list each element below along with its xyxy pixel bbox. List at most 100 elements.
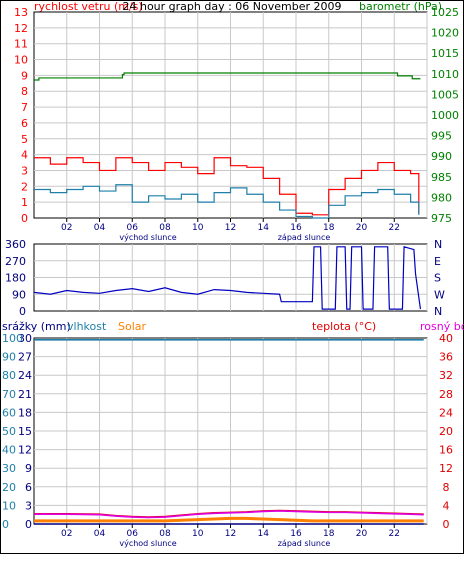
grid-3 — [34, 338, 428, 524]
grid-1 — [34, 12, 428, 218]
sunrise-label-1: východ slunce — [119, 233, 176, 242]
temperature-tick-label: 32 — [439, 369, 453, 382]
humidity-ticks: 0 10 20 30 40 50 60 70 80 90 100 — [2, 332, 23, 531]
temperature-tick-label: 4 — [443, 499, 450, 512]
wind-pressure-panel: rychlost vetru (m/s) 24 hour graph day :… — [14, 0, 459, 242]
x-tick-label: 06 — [127, 529, 139, 539]
rain-tick-label: 30 — [18, 332, 32, 345]
average-series-line — [34, 184, 420, 219]
temperature-humidity-panel: srážky (mm) vlhkost Solar teplota (°C) r… — [2, 320, 464, 548]
x-tick-label: 12 — [225, 529, 236, 539]
x-tick-label: 14 — [258, 529, 270, 539]
rain-tick-label: 24 — [18, 369, 32, 382]
direction-degree-label: 360 — [5, 238, 26, 251]
wind-speed-tick-label: 5 — [21, 133, 28, 146]
x-tick-label: 08 — [159, 529, 171, 539]
temperature-tick-label: 40 — [439, 332, 453, 345]
direction-degree-label: 90 — [12, 288, 26, 301]
wind-speed-tick-label: 4 — [21, 149, 28, 162]
solar-series-line — [34, 516, 424, 523]
series-2 — [33, 246, 422, 310]
direction-degree-ticks: 0 90 180 270 360 — [5, 238, 26, 318]
humidity-axis-title: vlhkost — [67, 320, 107, 333]
x-tick-label: 14 — [258, 223, 270, 233]
wind-speed-tick-label: 6 — [21, 117, 28, 130]
temperature-tick-label: 12 — [439, 462, 453, 475]
x-tick-label: 20 — [356, 529, 368, 539]
humidity-tick-label: 60 — [2, 406, 16, 419]
temperature-tick-label: 20 — [439, 425, 453, 438]
sunrise-label-3: východ slunce — [119, 539, 176, 548]
humidity-tick-label: 90 — [2, 351, 16, 364]
chart-title: 24 hour graph day : 06 November 2009 — [122, 0, 341, 13]
rain-ticks: 0 3 6 9 12 15 18 21 24 27 30 — [18, 332, 32, 531]
pressure-series-line — [34, 72, 421, 81]
wind-speed-tick-label: 2 — [21, 180, 28, 193]
pressure-tick-label: 1005 — [431, 88, 459, 101]
series-1 — [34, 72, 421, 219]
wind-speed-tick-label: 11 — [14, 38, 28, 51]
wind-speed-tick-label: 9 — [21, 69, 28, 82]
wind-direction-series-line — [33, 246, 422, 310]
sunset-label-1: západ slunce — [278, 233, 331, 242]
direction-degree-label: 180 — [5, 272, 26, 285]
x-tick-label: 22 — [389, 529, 400, 539]
grid-2 — [34, 244, 428, 311]
pressure-tick-label: 995 — [431, 130, 452, 143]
humidity-tick-label: 0 — [2, 518, 9, 531]
rain-tick-label: 6 — [25, 481, 32, 494]
wind-speed-tick-label: 7 — [21, 101, 28, 114]
direction-degree-label: 270 — [5, 255, 26, 268]
temperature-tick-label: 28 — [439, 388, 453, 401]
rain-tick-label: 9 — [25, 462, 32, 475]
direction-compass-label: N — [434, 238, 442, 251]
pressure-tick-label: 1025 — [431, 6, 459, 19]
x-tick-label: 08 — [159, 223, 171, 233]
x-ticks-1: 02 04 06 08 10 12 14 16 18 20 22 — [61, 218, 400, 233]
x-ticks-3: 02 04 06 08 10 12 14 16 18 20 22 — [61, 524, 400, 539]
dewpoint-series-line — [34, 510, 424, 519]
rain-tick-label: 3 — [25, 499, 32, 512]
gust-series-line — [34, 157, 420, 216]
direction-compass-label: N — [434, 305, 442, 318]
rain-tick-label: 0 — [25, 518, 32, 531]
direction-compass-label: S — [434, 272, 441, 285]
pressure-tick-label: 1020 — [431, 27, 459, 40]
humidity-tick-label: 100 — [2, 332, 23, 345]
wind-speed-tick-label: 12 — [14, 22, 28, 35]
x-tick-label: 04 — [94, 223, 106, 233]
humidity-tick-label: 10 — [2, 499, 16, 512]
rain-tick-label: 27 — [18, 351, 32, 364]
x-tick-label: 04 — [94, 529, 106, 539]
x-tick-label: 10 — [192, 529, 204, 539]
humidity-tick-label: 70 — [2, 388, 16, 401]
temperature-tick-label: 24 — [439, 406, 453, 419]
x-tick-label: 10 — [192, 223, 204, 233]
x-tick-label: 18 — [323, 223, 335, 233]
x-tick-label: 02 — [61, 529, 72, 539]
temperature-tick-label: 8 — [443, 481, 450, 494]
temperature-ticks: 0 4 8 12 16 20 24 28 32 36 40 — [439, 332, 453, 531]
direction-degree-label: 0 — [19, 305, 26, 318]
direction-compass-label: W — [434, 288, 445, 301]
wind-speed-tick-label: 3 — [21, 164, 28, 177]
wind-speed-tick-label: 8 — [21, 85, 28, 98]
humidity-tick-label: 50 — [2, 425, 16, 438]
pressure-ticks: 975 980 985 990 995 1000 1005 1010 1015 1020 1025 — [431, 6, 459, 225]
pressure-tick-label: 1010 — [431, 68, 459, 81]
temperature-tick-label: 36 — [439, 351, 453, 364]
wind-speed-axis-title: rychlost vetru (m/s) — [34, 0, 143, 13]
pressure-tick-label: 1000 — [431, 109, 459, 122]
temperature-axis-title: teplota (°C) — [312, 320, 376, 333]
x-tick-label: 12 — [225, 223, 236, 233]
pressure-tick-label: 990 — [431, 150, 452, 163]
rain-tick-label: 12 — [18, 444, 32, 457]
humidity-tick-label: 80 — [2, 369, 16, 382]
wind-speed-tick-label: 13 — [14, 6, 28, 19]
rain-tick-label: 18 — [18, 406, 32, 419]
pressure-tick-label: 985 — [431, 171, 452, 184]
